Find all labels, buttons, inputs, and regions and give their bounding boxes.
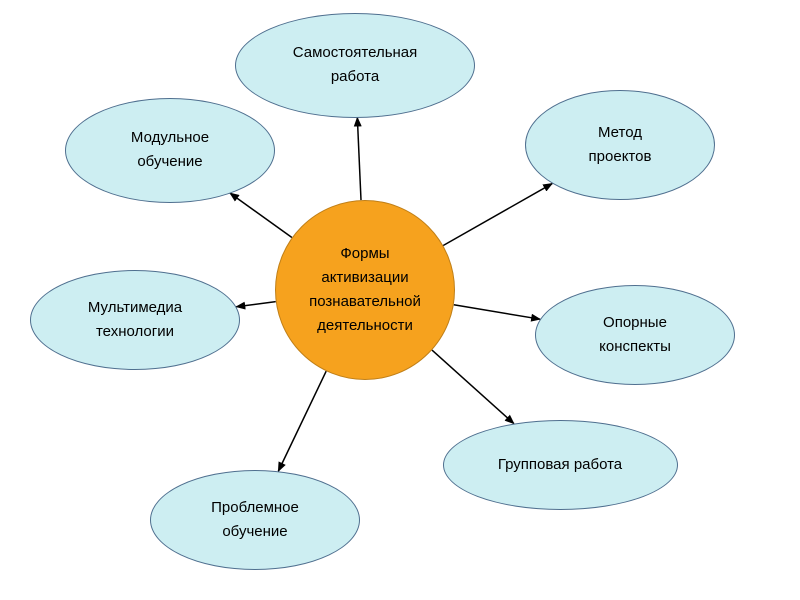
node-label: Групповая работа [498,453,622,477]
node-label: Модульное обучение [131,126,209,174]
edge-modular [230,193,292,237]
diagram-canvas: Самостоятельная работа Метод проектов Опор… [0,0,800,600]
edge-group [432,350,514,423]
satellite-samost: Самостоятельная работа [235,13,475,118]
node-label: Проблемное обучение [211,496,299,544]
edge-multimedia [236,302,275,307]
satellite-opornye: Опорные конспекты [535,285,735,385]
node-label: Метод проектов [589,121,652,169]
satellite-problem: Проблемное обучение [150,470,360,570]
edge-samost [357,117,361,200]
node-label: Самостоятельная работа [293,41,418,89]
node-label: Опорные конспекты [599,311,671,359]
satellite-multimedia: Мультимедиа технологии [30,270,240,370]
edge-opornye [454,305,540,319]
edge-method_proj [443,184,552,246]
center-node: Формы активизации познавательной деятель… [275,200,455,380]
satellite-group: Групповая работа [443,420,678,510]
node-label: Мультимедиа технологии [88,296,182,344]
satellite-method_proj: Метод проектов [525,90,715,200]
edge-problem [278,371,326,471]
node-label: Формы активизации познавательной деятель… [309,242,421,338]
satellite-modular: Модульное обучение [65,98,275,203]
